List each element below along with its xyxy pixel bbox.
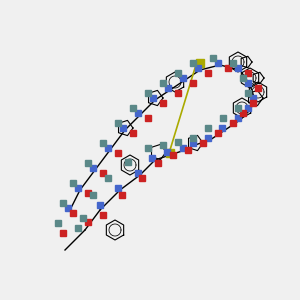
- Bar: [170, 152, 176, 158]
- Bar: [75, 225, 81, 231]
- Bar: [100, 170, 106, 176]
- Bar: [85, 190, 91, 196]
- Bar: [90, 165, 96, 171]
- Bar: [70, 180, 76, 186]
- Bar: [145, 145, 151, 151]
- Bar: [70, 210, 76, 216]
- Bar: [235, 105, 241, 111]
- Bar: [210, 55, 216, 61]
- Bar: [245, 80, 251, 86]
- Bar: [165, 85, 171, 91]
- Bar: [245, 105, 251, 111]
- Bar: [205, 135, 211, 141]
- Bar: [215, 60, 221, 66]
- Bar: [190, 80, 196, 86]
- Bar: [219, 125, 225, 131]
- Bar: [97, 202, 103, 208]
- Bar: [115, 185, 121, 191]
- Bar: [230, 60, 236, 66]
- Bar: [215, 130, 221, 136]
- Bar: [130, 105, 136, 111]
- Bar: [160, 142, 166, 148]
- Bar: [220, 115, 226, 121]
- Bar: [125, 159, 131, 165]
- Bar: [240, 75, 246, 81]
- Bar: [119, 192, 125, 198]
- Bar: [100, 140, 106, 146]
- Bar: [166, 149, 174, 157]
- Bar: [250, 95, 256, 101]
- Bar: [190, 135, 196, 141]
- Bar: [139, 175, 145, 181]
- Bar: [115, 120, 121, 126]
- Bar: [190, 140, 196, 146]
- Bar: [150, 95, 156, 101]
- Bar: [85, 160, 91, 166]
- Bar: [200, 140, 206, 146]
- Bar: [205, 70, 211, 76]
- Bar: [120, 125, 126, 131]
- Bar: [85, 219, 91, 225]
- Bar: [160, 100, 166, 106]
- Bar: [160, 80, 166, 86]
- Bar: [185, 147, 191, 153]
- Bar: [195, 65, 201, 71]
- Bar: [205, 125, 211, 131]
- Bar: [115, 150, 121, 156]
- Bar: [190, 60, 196, 66]
- Bar: [175, 90, 181, 96]
- Bar: [250, 100, 256, 106]
- Bar: [230, 120, 236, 126]
- Bar: [245, 90, 251, 96]
- Bar: [235, 65, 241, 71]
- Bar: [175, 139, 181, 145]
- Bar: [90, 192, 96, 198]
- Bar: [100, 212, 106, 218]
- Bar: [105, 145, 111, 151]
- Bar: [60, 230, 66, 236]
- Bar: [105, 175, 111, 181]
- Bar: [65, 205, 71, 211]
- Bar: [245, 70, 251, 76]
- Bar: [255, 85, 261, 91]
- Bar: [164, 149, 170, 155]
- Bar: [149, 155, 155, 161]
- Bar: [145, 90, 151, 96]
- Bar: [240, 110, 246, 116]
- Bar: [135, 110, 141, 116]
- Bar: [175, 70, 181, 76]
- Bar: [135, 170, 141, 176]
- Bar: [180, 145, 186, 151]
- Bar: [75, 185, 81, 191]
- Bar: [155, 160, 161, 166]
- Bar: [180, 75, 186, 81]
- Bar: [145, 115, 151, 121]
- Bar: [55, 220, 61, 226]
- Bar: [60, 200, 66, 206]
- Bar: [196, 59, 204, 67]
- Bar: [80, 215, 86, 221]
- Bar: [130, 130, 136, 136]
- Bar: [235, 115, 241, 121]
- Bar: [225, 65, 231, 71]
